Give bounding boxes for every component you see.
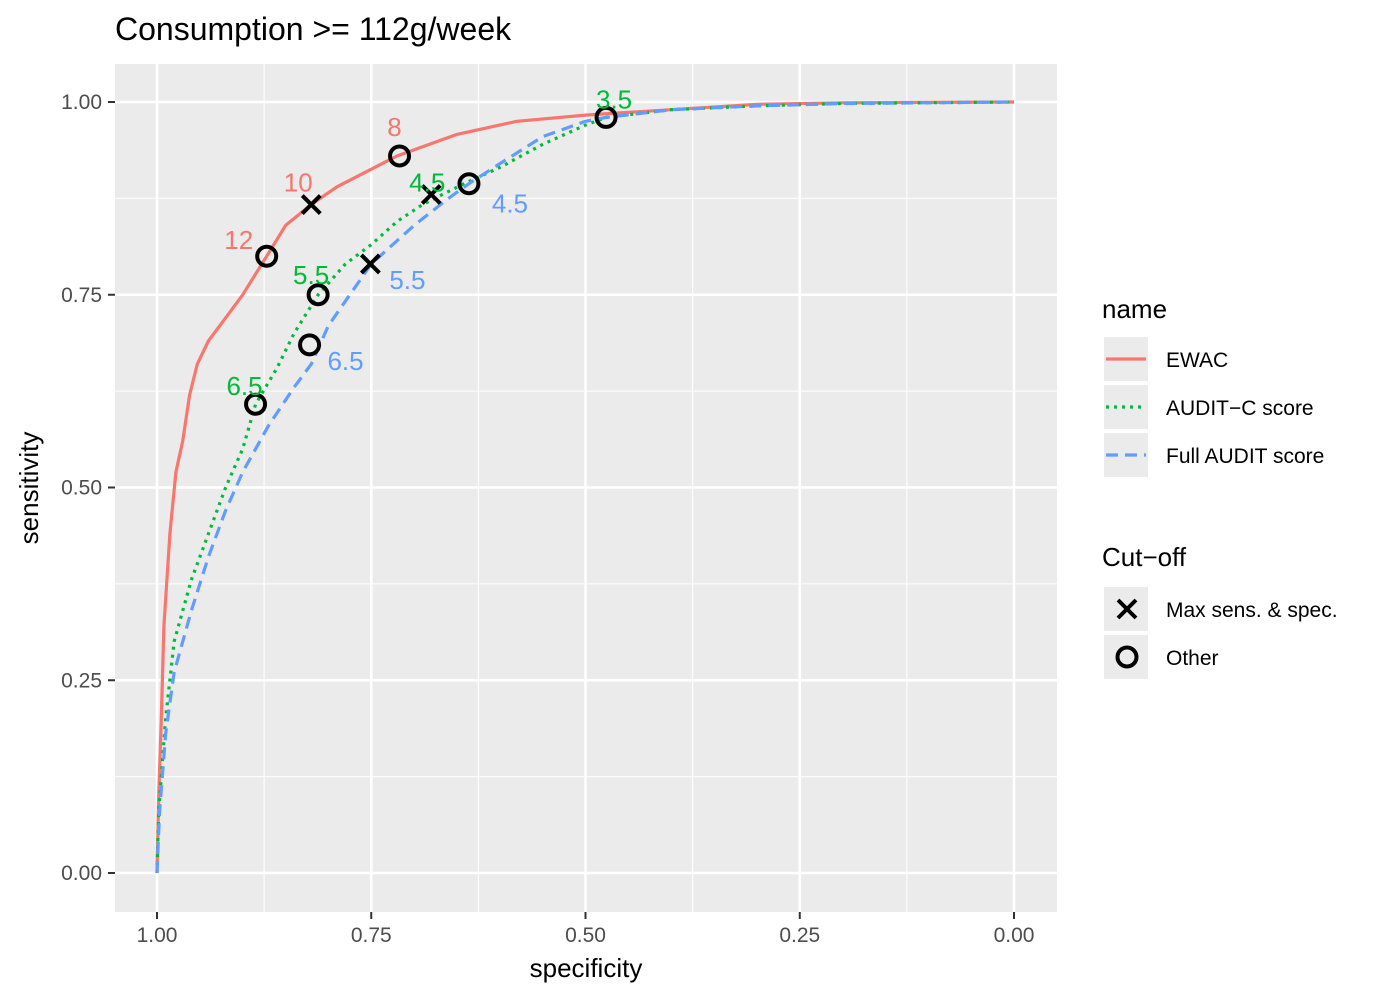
series-line-1 (155, 100, 1015, 874)
legend-label: EWAC (1166, 349, 1228, 372)
cutoff-label: 12 (224, 225, 253, 255)
cutoff-label: 6.5 (226, 371, 262, 401)
legend-title-name: name (1102, 294, 1167, 324)
legend-title-cutoff: Cut−off (1102, 542, 1187, 572)
y-tick-label: 0.00 (61, 862, 102, 885)
y-tick-label: 0.75 (61, 284, 102, 307)
legend-key-bg (1104, 385, 1148, 429)
cutoff-marker-cross (359, 253, 381, 275)
cutoff-label: 3.5 (596, 84, 632, 114)
cutoff-marker-circle (298, 333, 322, 357)
cutoff-label: 8 (387, 112, 401, 142)
legend-label: Max sens. & spec. (1166, 599, 1338, 622)
legend-label: Full AUDIT score (1166, 445, 1324, 468)
grid-lines (115, 64, 1057, 912)
cutoff-marker-circle (388, 144, 412, 168)
cutoff-label: 5.5 (293, 260, 329, 290)
legend-label: AUDIT−C score (1166, 397, 1314, 420)
legend-label: Other (1166, 647, 1219, 670)
y-tick-label: 1.00 (61, 91, 102, 114)
cutoff-marker-circle (457, 172, 481, 196)
cutoff-label: 10 (284, 168, 313, 198)
legend: name EWAC AUDIT−C score Full AUDIT score Cut… (1102, 294, 1338, 679)
cutoff-label: 6.5 (327, 346, 363, 376)
cross-stroke (359, 253, 381, 275)
y-tick-label: 0.25 (61, 669, 102, 692)
cross-stroke (300, 194, 322, 215)
chart-title: Consumption >= 112g/week (115, 11, 512, 47)
cutoff-labels: 12 10 8 6.5 5.5 4.5 3.5 6.5 5.5 4.5 (224, 84, 632, 401)
cross-stroke (420, 184, 442, 205)
x-tick-label: 0.25 (779, 924, 820, 947)
cutoff-marker-cross (420, 184, 442, 205)
cutoff-marker-circle (306, 283, 330, 307)
legend-key-bg (1104, 635, 1148, 679)
cutoff-marker-cross (300, 194, 322, 215)
cutoff-label: 5.5 (389, 265, 425, 295)
x-tick-label: 0.00 (994, 924, 1035, 947)
cutoff-marker-circle (244, 392, 268, 416)
legend-key-cross (1116, 598, 1138, 620)
cutoff-label: 4.5 (409, 168, 445, 198)
y-tick-label: 0.50 (61, 477, 102, 500)
cutoff-markers (244, 105, 618, 416)
cutoff-marker-circle (594, 105, 618, 129)
series-line-0 (155, 100, 1015, 874)
cutoff-marker-circle (255, 244, 279, 268)
axes: 1.00 0.75 0.50 0.25 0.00 0.00 0.25 0.50 0.75 1.00 (61, 91, 1034, 947)
cutoff-label: 4.5 (492, 189, 528, 219)
legend-key-circle (1115, 645, 1139, 669)
x-tick-label: 1.00 (137, 924, 178, 947)
x-axis-title: specificity (530, 953, 643, 983)
x-tick-label: 0.50 (565, 924, 606, 947)
x-tick-label: 0.75 (351, 924, 392, 947)
y-axis-title: sensitivity (14, 432, 44, 545)
